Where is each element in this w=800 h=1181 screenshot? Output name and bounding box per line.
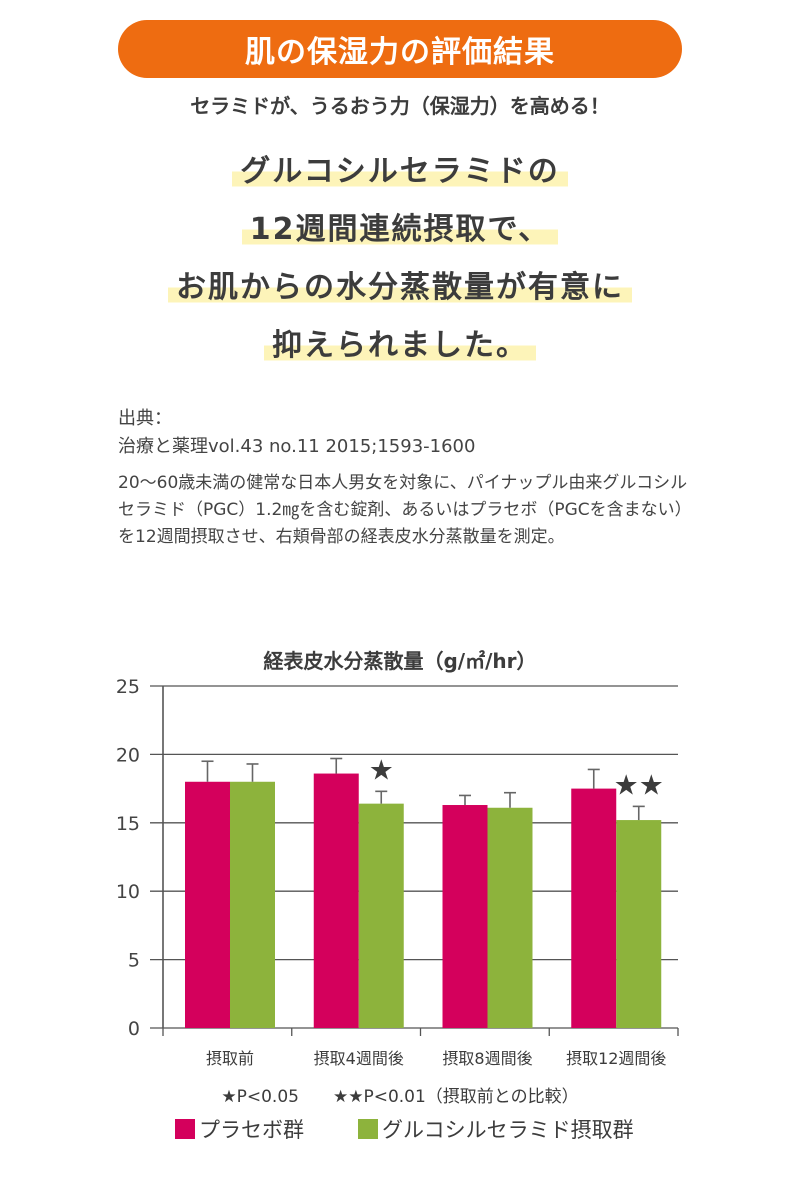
legend-swatch-placebo bbox=[175, 1119, 195, 1139]
legend-label-glucosyl: グルコシルセラミド摂取群 bbox=[382, 1118, 634, 1142]
section-title: 肌の保湿力の評価結果 bbox=[118, 20, 682, 78]
legend-label-placebo: プラセボ群 bbox=[199, 1118, 304, 1142]
bar-glucosyl-3 bbox=[616, 820, 662, 1028]
chart-legend: プラセボ群 グルコシルセラミド摂取群 bbox=[0, 1114, 800, 1154]
headline-line-3: お肌からの水分蒸散量が有意に bbox=[0, 262, 800, 306]
bar-glucosyl-2 bbox=[487, 807, 533, 1028]
chart-title: 経表皮水分蒸散量（g/㎡/hr） bbox=[263, 649, 537, 673]
y-tick-label: 20 bbox=[116, 744, 140, 766]
section-subtitle: セラミドが、うるおう力（保湿力）を高める！ bbox=[190, 94, 610, 118]
y-tick-label: 0 bbox=[128, 1018, 140, 1040]
x-tick-label: 摂取前 bbox=[206, 1049, 254, 1068]
headline-line-2: 12週間連続摂取で、 bbox=[0, 204, 800, 248]
bar-placebo-2 bbox=[442, 805, 488, 1028]
bar-placebo-3 bbox=[571, 788, 617, 1028]
legend-item-glucosyl: グルコシルセラミド摂取群 bbox=[358, 1114, 634, 1144]
study-description: 20〜60歳未満の健常な日本人男女を対象に、パイナップル由来グルコシルセラミド（… bbox=[118, 473, 688, 547]
x-tick-label: 摂取4週間後 bbox=[314, 1049, 404, 1068]
significance-marker: ★ bbox=[369, 753, 394, 786]
headline-line-4: 抑えられました。 bbox=[0, 320, 800, 364]
x-tick-label: 摂取12週間後 bbox=[566, 1049, 666, 1068]
y-tick-label: 25 bbox=[116, 676, 140, 698]
bar-glucosyl-1 bbox=[358, 803, 404, 1028]
bar-glucosyl-0 bbox=[230, 781, 275, 1028]
significance-footnote: ★P<0.05 ★★P<0.01（摂取前との比較） bbox=[221, 1087, 579, 1107]
bar-placebo-1 bbox=[313, 773, 359, 1028]
legend-swatch-glucosyl bbox=[358, 1119, 378, 1139]
y-tick-label: 15 bbox=[116, 813, 140, 835]
source-reference: 治療と薬理vol.43 no.11 2015;1593-1600 bbox=[118, 436, 476, 457]
x-tick-label: 摂取8週間後 bbox=[442, 1049, 532, 1068]
source-label: 出典： bbox=[118, 408, 172, 429]
legend-item-placebo: プラセボ群 bbox=[175, 1114, 304, 1144]
y-tick-label: 10 bbox=[116, 881, 140, 903]
bar-placebo-0 bbox=[185, 781, 230, 1028]
y-tick-label: 5 bbox=[128, 950, 140, 972]
headline-line-1: グルコシルセラミドの bbox=[0, 146, 800, 190]
significance-marker: ★★ bbox=[614, 768, 664, 801]
bar-chart: 0 5 10 15 20 25 摂取前 摂取4週間後 ★ 摂取8週間後 摂取12週間後 ★★ bbox=[116, 676, 679, 1068]
